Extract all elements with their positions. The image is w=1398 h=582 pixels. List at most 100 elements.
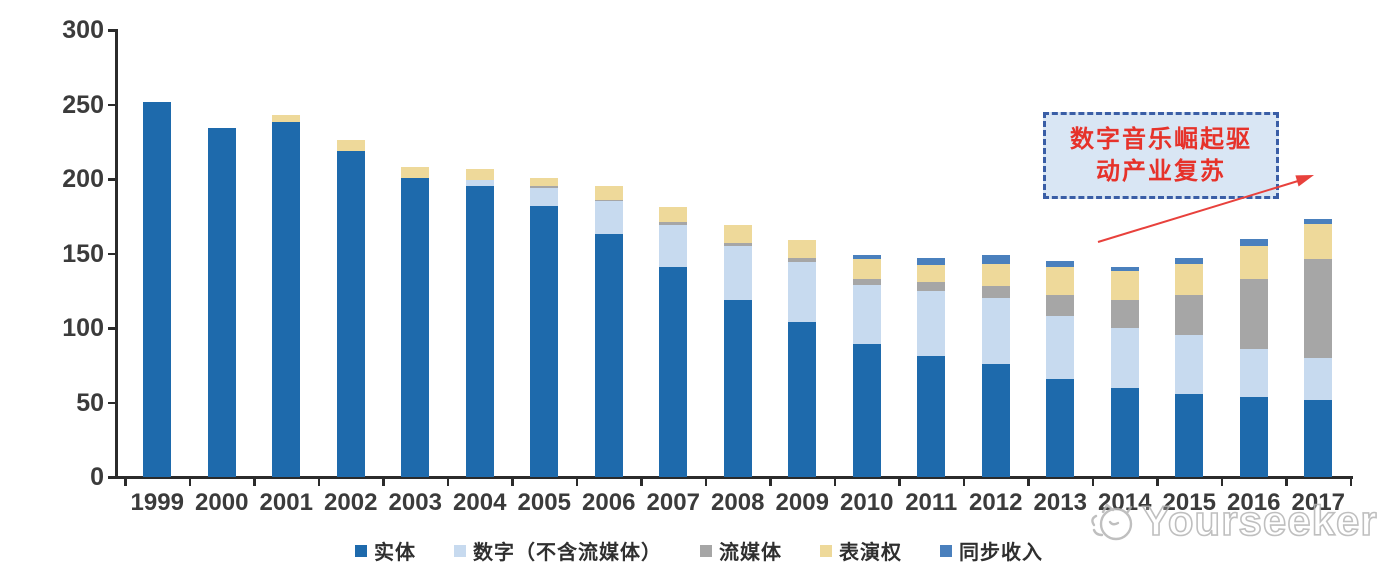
x-tick-label-2011: 2011 [905, 489, 958, 516]
y-tick-mark [108, 178, 117, 181]
bar-segment [1110, 266, 1139, 272]
x-tick-label-2007: 2007 [646, 489, 700, 516]
x-tick-label-2015: 2015 [1162, 489, 1216, 516]
x-tick-mark [640, 478, 643, 486]
x-tick-label-2003: 2003 [388, 489, 442, 516]
bar-segment [1304, 219, 1333, 224]
x-tick-mark [898, 478, 901, 486]
bar-segment [659, 266, 688, 477]
bar-2001 [272, 0, 301, 477]
bar-segment [1046, 316, 1075, 379]
x-tick-label-2006: 2006 [582, 489, 636, 516]
bar-segment [852, 284, 881, 345]
bar-segment [1046, 295, 1075, 317]
x-tick-mark [1156, 478, 1159, 486]
x-tick-label-2010: 2010 [840, 489, 894, 516]
x-tick-label-2002: 2002 [324, 489, 378, 516]
bar-segment [1110, 271, 1139, 300]
bar-segment [852, 254, 881, 260]
bar-segment [336, 140, 365, 151]
bar-segment [272, 114, 301, 123]
bar-2016 [1239, 0, 1268, 477]
annotation-text-line2: 动产业复苏 [1096, 157, 1226, 185]
x-tick-mark [382, 478, 385, 486]
bar-segment [917, 356, 946, 477]
legend-item: 实体 [355, 536, 416, 565]
bar-segment [401, 177, 430, 477]
bar-segment [1304, 223, 1333, 260]
bar-segment [788, 240, 817, 258]
bar-2006 [594, 0, 623, 477]
x-tick-label-2004: 2004 [453, 489, 507, 516]
legend-swatch-icon [355, 544, 367, 557]
x-tick-label-2005: 2005 [517, 489, 571, 516]
bar-segment [852, 259, 881, 279]
y-tick-mark [108, 401, 117, 404]
y-tick-label: 150 [62, 239, 104, 268]
x-tick-label-2017: 2017 [1291, 489, 1345, 516]
bar-2017 [1304, 0, 1333, 477]
bar-segment [465, 186, 494, 477]
bar-segment [1175, 393, 1204, 477]
bar-segment [530, 177, 559, 187]
x-tick-mark [962, 478, 965, 486]
x-tick-label-2016: 2016 [1227, 489, 1281, 516]
bar-segment [1239, 246, 1268, 279]
bar-segment [530, 205, 559, 477]
y-tick-label: 50 [76, 388, 104, 417]
bar-segment [594, 186, 623, 200]
bar-segment [1046, 378, 1075, 477]
legend-label: 同步收入 [959, 542, 1043, 564]
bar-segment [1110, 328, 1139, 388]
x-tick-label-2012: 2012 [969, 489, 1023, 516]
bar-segment [1110, 299, 1139, 328]
x-tick-mark [575, 478, 578, 486]
bar-segment [981, 263, 1010, 287]
bar-segment [723, 243, 752, 247]
legend: 实体 数字（不含流媒体） 流媒体 表演权 同步收入 [0, 536, 1398, 565]
legend-swatch-icon [454, 544, 466, 557]
y-tick-mark [108, 327, 117, 330]
bar-segment [594, 201, 623, 235]
y-tick-mark [108, 252, 117, 255]
x-tick-mark [704, 478, 707, 486]
y-tick-mark [108, 29, 117, 32]
yourseeker-logo-icon [1091, 503, 1133, 541]
bar-segment [788, 322, 817, 477]
y-tick-label: 0 [90, 463, 104, 491]
x-tick-mark [124, 478, 127, 486]
annotation-callout: 数字音乐崛起驱 动产业复苏 [1043, 112, 1279, 199]
legend-item: 数字（不含流媒体） [454, 536, 662, 565]
bar-segment [1304, 357, 1333, 400]
bar-segment [1175, 295, 1204, 336]
x-tick-mark [253, 478, 256, 486]
x-tick-mark [511, 478, 514, 486]
bar-segment [1304, 259, 1333, 358]
watermark: Yourseeker [1086, 496, 1378, 546]
legend-label: 数字（不含流媒体） [473, 542, 662, 564]
x-tick-mark [1091, 478, 1094, 486]
bar-segment [659, 207, 688, 223]
legend-label: 表演权 [839, 542, 902, 564]
bar-segment [1304, 399, 1333, 477]
watermark-text: Yourseeker [1141, 496, 1378, 545]
bar-segment [1175, 263, 1204, 296]
bar-segment [981, 286, 1010, 299]
bar-2012 [981, 0, 1010, 477]
bar-segment [143, 101, 172, 477]
bar-2004 [465, 0, 494, 477]
bar-segment [659, 222, 688, 226]
y-tick-label: 100 [62, 314, 104, 342]
bar-segment [1175, 257, 1204, 264]
bar-segment [852, 278, 881, 285]
legend-item: 流媒体 [700, 536, 782, 565]
bar-segment [917, 281, 946, 291]
bar-segment [1239, 238, 1268, 247]
legend-item: 表演权 [820, 536, 902, 565]
bar-segment [788, 257, 817, 263]
bar-segment [981, 254, 1010, 264]
x-tick-mark [1285, 478, 1288, 486]
bar-segment [594, 234, 623, 477]
bar-2007 [659, 0, 688, 477]
bar-2013 [1046, 0, 1075, 477]
